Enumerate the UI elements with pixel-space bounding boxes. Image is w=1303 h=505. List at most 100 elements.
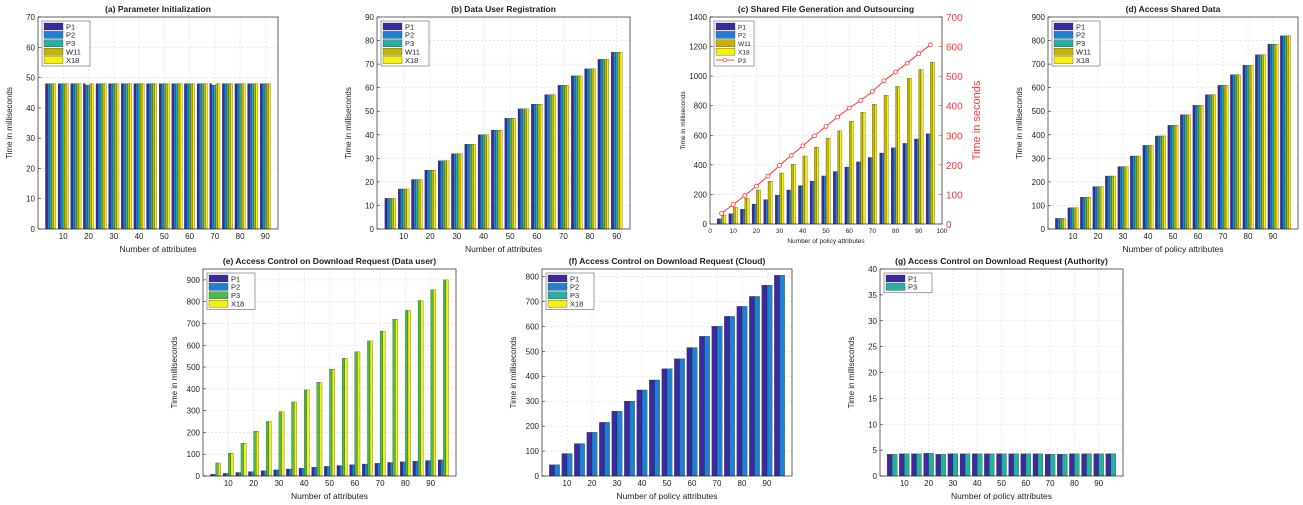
x-tick-label: 50 bbox=[1169, 232, 1178, 241]
bar bbox=[464, 144, 468, 230]
plot-frame bbox=[37, 16, 279, 230]
y-tick-label: 0 bbox=[196, 472, 201, 481]
x-tick-label: 30 bbox=[948, 479, 957, 488]
bar bbox=[224, 83, 227, 230]
series-x18 bbox=[218, 279, 449, 477]
y-tick-label: 700 bbox=[1032, 60, 1046, 69]
x-tick-label: 80 bbox=[738, 479, 747, 488]
bar bbox=[914, 138, 917, 225]
chart-title: (e) Access Control on Download Request (… bbox=[223, 256, 436, 266]
bar bbox=[319, 382, 323, 477]
bar bbox=[484, 134, 487, 230]
bar bbox=[1161, 135, 1164, 230]
bar bbox=[1286, 35, 1289, 230]
bar bbox=[996, 453, 1002, 477]
bar bbox=[728, 213, 732, 225]
chart-a: (a) Parameter Initialization 0 10 20 30 40 50 6… bbox=[5, 4, 279, 254]
bar bbox=[362, 463, 365, 477]
legend-label: P3 bbox=[908, 283, 917, 292]
x-tick-label: 40 bbox=[799, 228, 807, 235]
bar bbox=[791, 163, 794, 225]
bar bbox=[301, 468, 305, 477]
bar bbox=[406, 188, 410, 230]
bar bbox=[1013, 453, 1019, 477]
bar bbox=[425, 460, 429, 477]
bar bbox=[765, 199, 769, 225]
bar bbox=[1261, 54, 1264, 230]
bar bbox=[228, 452, 232, 477]
bar bbox=[74, 83, 78, 230]
line-point bbox=[893, 69, 898, 75]
bar bbox=[554, 464, 560, 477]
bar bbox=[129, 83, 132, 230]
bar bbox=[751, 203, 755, 225]
legend-label: W11 bbox=[405, 48, 420, 57]
bar bbox=[1259, 54, 1262, 230]
bar bbox=[256, 431, 259, 477]
bar bbox=[230, 83, 233, 230]
x-axis-label: Number of policy attributes bbox=[951, 491, 1052, 500]
legend-label: X18 bbox=[405, 56, 418, 65]
bar bbox=[1225, 85, 1229, 230]
x-tick-label: 90 bbox=[426, 479, 435, 488]
bar bbox=[493, 129, 496, 230]
bar bbox=[1163, 135, 1166, 230]
bar bbox=[617, 52, 621, 230]
y-tick-label: 35 bbox=[868, 291, 877, 300]
bar bbox=[95, 83, 99, 230]
bar bbox=[624, 401, 630, 477]
bar bbox=[828, 138, 831, 225]
line-point bbox=[800, 143, 806, 149]
x-tick-label: 10 bbox=[399, 232, 408, 241]
x-tick-label: 60 bbox=[1021, 479, 1030, 488]
bar bbox=[1130, 155, 1133, 230]
x-tick-label: 90 bbox=[763, 479, 772, 488]
bar bbox=[611, 411, 618, 477]
bar bbox=[420, 179, 423, 230]
bar bbox=[466, 144, 470, 230]
bar bbox=[1157, 135, 1160, 230]
bar bbox=[1088, 197, 1091, 230]
bar bbox=[1248, 65, 1252, 230]
bar bbox=[201, 83, 204, 230]
bar bbox=[599, 422, 605, 477]
y-tick-label: 600 bbox=[1032, 84, 1046, 93]
y-tick-label: 700 bbox=[187, 319, 201, 328]
bar bbox=[243, 443, 247, 477]
bar bbox=[389, 198, 392, 230]
bar bbox=[85, 85, 88, 230]
bar bbox=[591, 432, 598, 477]
legend-label: P1 bbox=[405, 22, 414, 31]
bar bbox=[1100, 186, 1104, 230]
y-tick-label: 20 bbox=[365, 178, 374, 187]
bar bbox=[451, 153, 454, 230]
bar bbox=[411, 179, 414, 230]
legend-label: P2 bbox=[231, 283, 240, 292]
bar bbox=[1219, 85, 1223, 230]
bar bbox=[184, 83, 187, 230]
bar bbox=[746, 198, 750, 225]
bar bbox=[719, 218, 722, 225]
line-point bbox=[904, 60, 910, 66]
bar bbox=[455, 153, 459, 230]
y-tick-label: 500 bbox=[526, 347, 540, 356]
bar bbox=[802, 155, 806, 225]
bar bbox=[1263, 54, 1266, 230]
bar bbox=[424, 169, 428, 230]
bar bbox=[177, 83, 181, 230]
bar bbox=[1288, 35, 1291, 230]
bar bbox=[482, 134, 485, 230]
bar bbox=[248, 471, 252, 477]
bar bbox=[730, 213, 734, 225]
bar bbox=[788, 189, 792, 225]
bar bbox=[1071, 207, 1075, 230]
bar bbox=[907, 78, 910, 225]
bar bbox=[217, 83, 221, 230]
bar bbox=[222, 83, 225, 230]
bar bbox=[1075, 207, 1079, 230]
y-tick-label: 20 bbox=[868, 369, 877, 378]
bar bbox=[329, 369, 333, 477]
bar bbox=[443, 279, 447, 477]
bar bbox=[561, 453, 568, 477]
bar bbox=[902, 143, 906, 225]
